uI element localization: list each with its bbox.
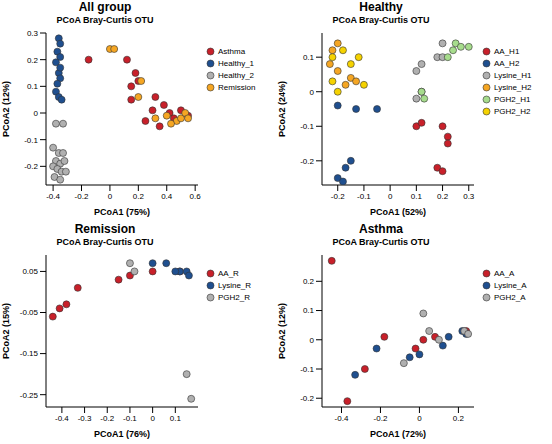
svg-text:0.2: 0.2 (133, 192, 145, 201)
svg-text:-0.1: -0.1 (300, 122, 314, 131)
svg-text:PCoA2 (24%): PCoA2 (24%) (277, 81, 287, 137)
html-text:AA_R: AA_R (218, 269, 239, 278)
svg-text:0.4: 0.4 (161, 192, 173, 201)
svg-text:0.1: 0.1 (411, 192, 423, 201)
html-text:AA_H1: AA_H1 (494, 47, 520, 56)
svg-text:-0.2: -0.2 (331, 192, 345, 201)
svg-text:0.1: 0.1 (170, 414, 182, 423)
svg-text:0.2: 0.2 (453, 414, 465, 423)
svg-text:-0.1: -0.1 (24, 136, 38, 145)
html-text:Lysine_H1: Lysine_H1 (494, 71, 532, 80)
svg-text:0: 0 (150, 414, 155, 423)
html-text:AA_A: AA_A (494, 269, 515, 278)
svg-text:0: 0 (310, 336, 315, 345)
svg-text:0.2: 0.2 (27, 56, 39, 65)
svg-text:-0.15: -0.15 (20, 349, 39, 358)
svg-text:0.2: 0.2 (437, 192, 449, 201)
svg-text:-0.2: -0.2 (374, 414, 388, 423)
svg-text:-0.2: -0.2 (24, 162, 38, 171)
html-text:AA_H2: AA_H2 (494, 59, 520, 68)
svg-text:PCoA1 (76%): PCoA1 (76%) (94, 429, 150, 439)
svg-text:0.3: 0.3 (463, 192, 475, 201)
svg-text:0.1: 0.1 (27, 82, 39, 91)
html-text:PCoA Bray-Curtis OTU: PCoA Bray-Curtis OTU (332, 15, 430, 25)
html-text:PGH2_A: PGH2_A (494, 293, 526, 302)
svg-text:-0.1: -0.1 (300, 365, 314, 374)
html-text:PGH2_H2: PGH2_H2 (494, 107, 531, 116)
svg-text:PCoA1 (52%): PCoA1 (52%) (370, 207, 426, 217)
svg-text:PCoA1 (72%): PCoA1 (72%) (370, 429, 426, 439)
svg-text:-0.2: -0.2 (75, 192, 89, 201)
html-text:PCoA Bray-Curtis OTU: PCoA Bray-Curtis OTU (56, 237, 154, 247)
svg-text:0: 0 (417, 414, 422, 423)
html-text:Healthy: Healthy (359, 0, 403, 14)
svg-text:0.2: 0.2 (303, 277, 315, 286)
svg-text:0.1: 0.1 (303, 53, 315, 62)
svg-text:0.6: 0.6 (190, 192, 202, 201)
svg-text:0: 0 (310, 88, 315, 97)
svg-text:-0.2: -0.2 (300, 157, 314, 166)
html-text:Healthy_2: Healthy_2 (218, 71, 254, 80)
svg-text:-0.4: -0.4 (335, 414, 349, 423)
svg-text:-0.25: -0.25 (20, 391, 39, 400)
svg-text:0.1: 0.1 (303, 306, 315, 315)
svg-text:PCoA2 (12%): PCoA2 (12%) (8, 81, 11, 137)
html-text:All group: All group (78, 0, 132, 14)
html-text:PGH2_H1: PGH2_H1 (494, 95, 531, 104)
html-text:Asthma: Asthma (218, 47, 246, 56)
svg-text:-0.4: -0.4 (55, 414, 69, 423)
svg-text:0: 0 (108, 192, 113, 201)
svg-text:-0.1: -0.1 (123, 414, 137, 423)
html-text:Remission: Remission (74, 222, 136, 236)
html-text:PCoA Bray-Curtis OTU: PCoA Bray-Curtis OTU (332, 237, 430, 247)
html-text:Lysine_H2: Lysine_H2 (494, 83, 532, 92)
svg-text:PCoA2 (12%): PCoA2 (12%) (277, 303, 287, 359)
svg-text:0.05: 0.05 (22, 267, 38, 276)
svg-text:0: 0 (388, 192, 393, 201)
html-text:PCoA Bray-Curtis OTU: PCoA Bray-Curtis OTU (56, 15, 154, 25)
svg-text:PCoA1 (75%): PCoA1 (75%) (94, 207, 150, 217)
svg-text:0: 0 (34, 109, 39, 118)
html-text:PGH2_R: PGH2_R (218, 293, 250, 302)
svg-text:-0.3: -0.3 (78, 414, 92, 423)
html-text:Lysine_A: Lysine_A (494, 281, 527, 290)
html-text:Lysine_R: Lysine_R (218, 281, 252, 290)
svg-text:-0.1: -0.1 (357, 192, 371, 201)
svg-text:0.3: 0.3 (27, 29, 39, 38)
svg-text:-0.2: -0.2 (100, 414, 114, 423)
html-text:Healthy_1: Healthy_1 (218, 59, 254, 68)
svg-text:PCoA2 (15%): PCoA2 (15%) (8, 303, 11, 359)
html-text:Remission: Remission (218, 83, 256, 92)
svg-text:-0.4: -0.4 (46, 192, 60, 201)
html-text:Asthma: Asthma (359, 222, 403, 236)
svg-text:-0.2: -0.2 (300, 394, 314, 403)
svg-text:-0.05: -0.05 (20, 308, 39, 317)
